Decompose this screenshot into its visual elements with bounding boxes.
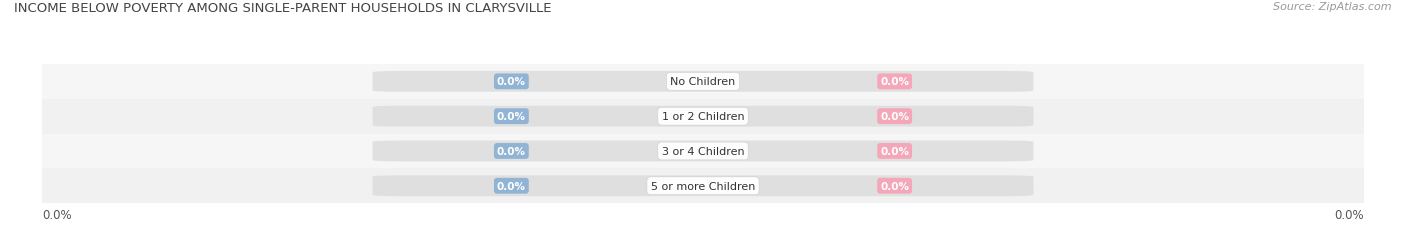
FancyBboxPatch shape — [42, 99, 1364, 134]
Text: 0.0%: 0.0% — [880, 181, 910, 191]
Text: No Children: No Children — [671, 77, 735, 87]
FancyBboxPatch shape — [373, 141, 1033, 162]
Text: 0.0%: 0.0% — [880, 112, 910, 122]
Text: 1 or 2 Children: 1 or 2 Children — [662, 112, 744, 122]
FancyBboxPatch shape — [42, 65, 1364, 99]
Text: 5 or more Children: 5 or more Children — [651, 181, 755, 191]
Text: 0.0%: 0.0% — [496, 112, 526, 122]
Text: Source: ZipAtlas.com: Source: ZipAtlas.com — [1274, 2, 1392, 12]
Text: 0.0%: 0.0% — [880, 146, 910, 156]
Text: 0.0%: 0.0% — [496, 77, 526, 87]
Text: 0.0%: 0.0% — [880, 77, 910, 87]
Text: 0.0%: 0.0% — [42, 208, 72, 221]
Text: INCOME BELOW POVERTY AMONG SINGLE-PARENT HOUSEHOLDS IN CLARYSVILLE: INCOME BELOW POVERTY AMONG SINGLE-PARENT… — [14, 2, 551, 15]
FancyBboxPatch shape — [373, 106, 1033, 127]
FancyBboxPatch shape — [42, 169, 1364, 203]
FancyBboxPatch shape — [373, 176, 1033, 196]
FancyBboxPatch shape — [373, 72, 1033, 92]
Text: 0.0%: 0.0% — [496, 181, 526, 191]
Text: 3 or 4 Children: 3 or 4 Children — [662, 146, 744, 156]
Text: 0.0%: 0.0% — [496, 146, 526, 156]
FancyBboxPatch shape — [42, 134, 1364, 169]
Text: 0.0%: 0.0% — [1334, 208, 1364, 221]
